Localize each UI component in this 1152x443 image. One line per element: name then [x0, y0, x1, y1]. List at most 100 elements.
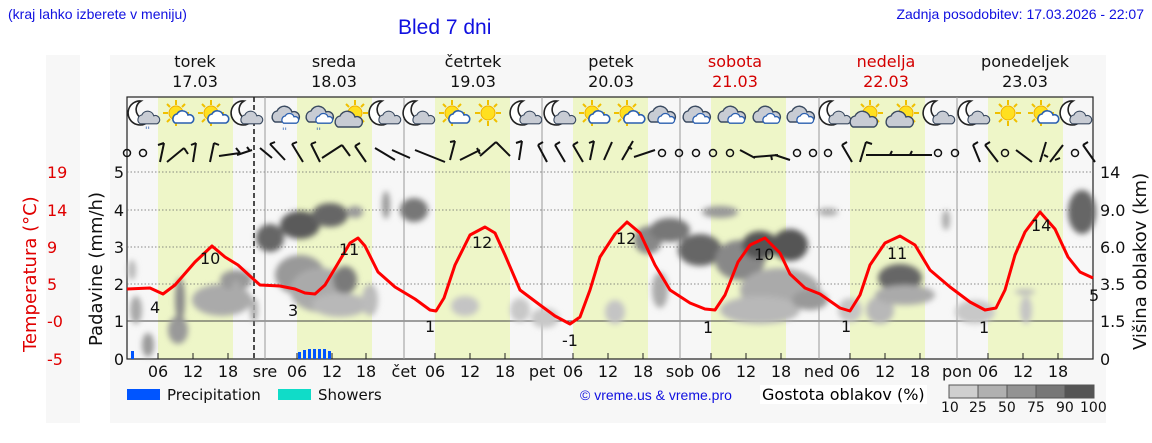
- svg-text:4: 4: [114, 201, 124, 220]
- svg-text:12: 12: [1013, 362, 1033, 381]
- moon-cloud-icon: [509, 100, 543, 126]
- cloud-icon: [786, 105, 816, 124]
- svg-text:6.0: 6.0: [1100, 238, 1125, 257]
- svg-text:ned: ned: [804, 362, 834, 381]
- svg-text:4: 4: [150, 298, 160, 317]
- svg-text:'': '': [282, 127, 287, 137]
- svg-text:14: 14: [47, 201, 67, 220]
- density-label: 50: [998, 400, 1016, 416]
- copyright-link[interactable]: © vreme.us & vreme.pro: [580, 387, 732, 403]
- svg-text:1: 1: [841, 317, 851, 336]
- svg-text:sob: sob: [666, 362, 694, 381]
- svg-text:2: 2: [114, 275, 124, 294]
- svg-text:'': '': [316, 127, 321, 137]
- moon-cloud-icon: [368, 100, 402, 126]
- last-update: Zadnja posodobitev: 17.03.2026 - 22:07: [896, 6, 1144, 22]
- day-header-weekend: sobota 21.03: [707, 52, 763, 91]
- cloud-rain-icon: '': [305, 105, 335, 137]
- density-scale: [948, 384, 1095, 399]
- svg-text:18: 18: [218, 362, 238, 381]
- svg-text:10: 10: [200, 249, 220, 268]
- moon-cloud-icon: [402, 100, 436, 126]
- svg-text:11: 11: [887, 244, 907, 263]
- precipitation-swatch: [127, 389, 160, 400]
- temperature-line: [126, 210, 1094, 326]
- svg-text:12: 12: [598, 362, 618, 381]
- temperature-axis-title: Temperatura (°C): [20, 196, 41, 353]
- svg-text:1: 1: [979, 318, 989, 337]
- moon-cloud-icon: [1059, 100, 1093, 126]
- cloud-density-title: Gostota oblakov (%): [760, 385, 927, 404]
- day-header: četrtek 19.03: [444, 52, 502, 91]
- svg-text:pet: pet: [529, 362, 555, 381]
- svg-text:12: 12: [322, 362, 342, 381]
- moon-cloud-rain-icon: '': [127, 100, 161, 136]
- svg-text:12: 12: [736, 362, 756, 381]
- temperature-axis-ticks: 19 14 9 5 -0 -5: [47, 163, 67, 369]
- svg-text:06: 06: [840, 362, 860, 381]
- density-label: 75: [1027, 400, 1045, 416]
- cloud-icon: [682, 105, 712, 124]
- svg-text:06: 06: [148, 362, 168, 381]
- svg-text:18: 18: [1048, 362, 1068, 381]
- svg-text:1: 1: [703, 318, 713, 337]
- density-label: 90: [1056, 400, 1074, 416]
- svg-text:-5: -5: [47, 350, 63, 369]
- moon-cloud-icon: [818, 100, 852, 126]
- svg-text:3: 3: [114, 238, 124, 257]
- svg-text:5: 5: [114, 163, 124, 182]
- svg-text:0: 0: [114, 350, 124, 369]
- x-tick-labels: 06 12 18 sre 06 12 18 čet 06 12 18 pet 0…: [148, 362, 1068, 381]
- svg-text:3: 3: [288, 301, 298, 320]
- svg-text:1.5: 1.5: [1100, 312, 1125, 331]
- svg-text:12: 12: [472, 233, 492, 252]
- svg-text:06: 06: [978, 362, 998, 381]
- moon-cloud-icon: [957, 100, 991, 126]
- svg-text:10: 10: [754, 245, 774, 264]
- svg-text:14: 14: [1031, 216, 1051, 235]
- svg-text:12: 12: [460, 362, 480, 381]
- svg-text:06: 06: [287, 362, 307, 381]
- svg-text:sre: sre: [253, 362, 277, 381]
- temperature-axis-panel: [46, 55, 80, 423]
- day-header: sreda 18.03: [311, 52, 357, 91]
- page-title: Bled 7 dni: [398, 16, 492, 39]
- svg-text:18: 18: [356, 362, 376, 381]
- svg-text:0: 0: [1100, 350, 1110, 369]
- cloud-height-axis-ticks: 14 9.0 6.0 3.5 1.5 0: [1100, 163, 1125, 369]
- day-header: ponedeljek 23.03: [981, 52, 1069, 91]
- cloud-height-axis-title: Višina oblakov (km): [1130, 173, 1151, 350]
- temperature-values: 4 10 3 11 1 12 -1 12 1 10 1 11 1 14 5: [150, 216, 1099, 350]
- x-ticks: [157, 353, 1059, 359]
- svg-text:čet: čet: [392, 362, 417, 381]
- day-header: petek 20.03: [588, 52, 634, 91]
- density-label: 25: [969, 400, 987, 416]
- cloud-rain-icon: '': [271, 105, 301, 137]
- svg-text:06: 06: [563, 362, 583, 381]
- svg-text:12: 12: [875, 362, 895, 381]
- svg-text:11: 11: [339, 240, 359, 259]
- precipitation-legend: Precipitation: [167, 386, 261, 404]
- region-hint[interactable]: (kraj lahko izberete v meniju): [8, 6, 187, 22]
- svg-text:9: 9: [47, 238, 57, 257]
- moon-cloud-icon: [543, 100, 577, 126]
- svg-text:18: 18: [910, 362, 930, 381]
- svg-text:06: 06: [425, 362, 445, 381]
- svg-text:3.5: 3.5: [1100, 275, 1125, 294]
- svg-text:18: 18: [771, 362, 791, 381]
- wind-barbs: [122, 140, 1096, 163]
- moon-cloud-icon: [230, 100, 264, 126]
- svg-text:1: 1: [114, 312, 124, 331]
- density-label: 100: [1080, 400, 1107, 416]
- cloud-icon: [647, 105, 677, 124]
- svg-text:pon: pon: [942, 362, 972, 381]
- showers-legend: Showers: [318, 386, 382, 404]
- svg-text:9.0: 9.0: [1100, 201, 1125, 220]
- svg-text:5: 5: [1089, 286, 1099, 305]
- svg-text:-1: -1: [562, 331, 578, 350]
- precipitation-bars: [131, 349, 331, 359]
- svg-text:-0: -0: [47, 312, 63, 331]
- svg-text:'': '': [145, 126, 150, 136]
- weather-icons: '' '' '': [127, 99, 1093, 137]
